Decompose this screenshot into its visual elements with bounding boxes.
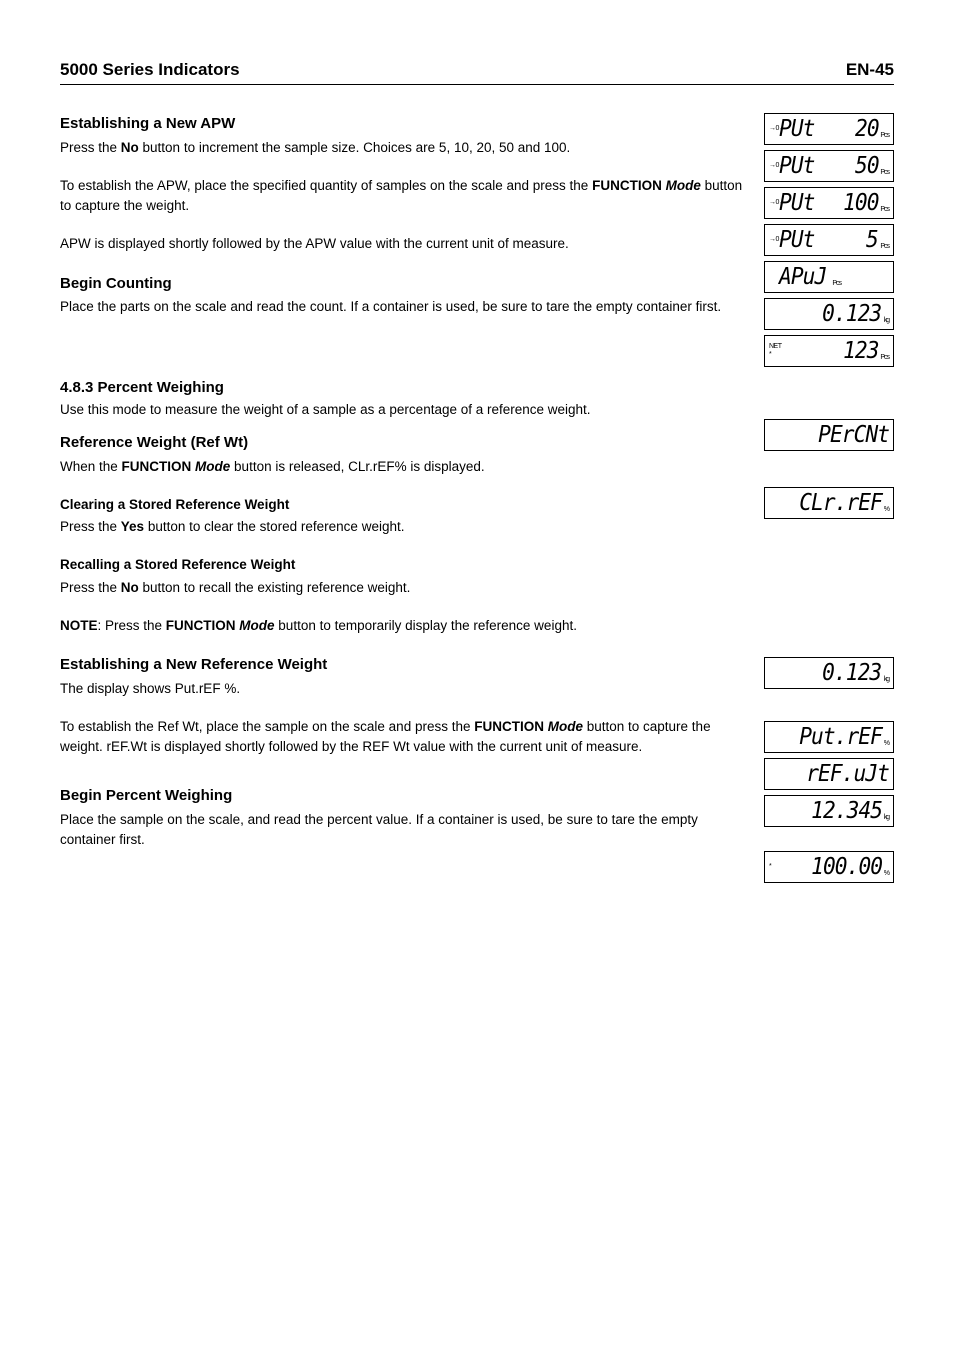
lcd-indicator: →0← — [769, 199, 779, 207]
lcd-value: PErCNt — [779, 422, 889, 448]
note-p1: NOTE: Press the FUNCTION Mode button to … — [60, 616, 744, 636]
clear-p1: Press the Yes button to clear the stored… — [60, 517, 744, 537]
content-area: Establishing a New APW Press the No butt… — [60, 113, 894, 883]
lcd-display: rEF.uJt — [764, 758, 894, 790]
apw-p3: APW is displayed shortly followed by the… — [60, 234, 744, 254]
page-number: EN-45 — [846, 60, 894, 80]
lcd-indicator: →0← — [769, 236, 779, 244]
lcd-value: PUt100Pcs — [779, 190, 889, 216]
percent-p1: Use this mode to measure the weight of a… — [60, 400, 744, 420]
lcd-value: PUt5Pcs — [779, 227, 889, 253]
heading-beginpct: Begin Percent Weighing — [60, 785, 744, 808]
lcd-value: rEF.uJt — [779, 761, 889, 787]
heading-percent: 4.8.3 Percent Weighing — [60, 377, 744, 400]
lcd-value: 0.123kg — [779, 660, 889, 686]
recall-p1: Press the No button to recall the existi… — [60, 578, 744, 598]
text-column: Establishing a New APW Press the No butt… — [60, 113, 744, 868]
lcd-value: 123Pcs — [779, 338, 889, 364]
lcd-display: →0←PUt50Pcs — [764, 150, 894, 182]
lcd-display: →0←PUt20Pcs — [764, 113, 894, 145]
lcd-value: APuJPcs — [779, 264, 889, 290]
apw-p2: To establish the APW, place the specifie… — [60, 176, 744, 217]
lcd-display: →0←PUt100Pcs — [764, 187, 894, 219]
lcd-display: *100.00% — [764, 851, 894, 883]
lcd-display: 0.123kg — [764, 298, 894, 330]
lcd-value: 0.123kg — [779, 301, 889, 327]
lcd-value: PUt20Pcs — [779, 116, 889, 142]
newref-p1: The display shows Put.rEF %. — [60, 679, 744, 699]
lcd-indicator: →0← — [769, 162, 779, 170]
lcd-indicator: * — [769, 863, 779, 871]
lcd-display: NET *123Pcs — [764, 335, 894, 367]
lcd-indicator: →0← — [769, 125, 779, 133]
lcd-indicator: NET * — [769, 343, 779, 358]
refwt-p1: When the FUNCTION Mode button is release… — [60, 457, 744, 477]
heading-count: Begin Counting — [60, 273, 744, 296]
lcd-display: 12.345kg — [764, 795, 894, 827]
heading-refwt: Reference Weight (Ref Wt) — [60, 432, 744, 455]
lcd-value: PUt50Pcs — [779, 153, 889, 179]
heading-clear: Clearing a Stored Reference Weight — [60, 495, 744, 515]
heading-newref: Establishing a New Reference Weight — [60, 654, 744, 677]
lcd-value: Put.rEF% — [779, 724, 889, 750]
lcd-display: CLr.rEF% — [764, 487, 894, 519]
page-header: 5000 Series Indicators EN-45 — [60, 60, 894, 85]
doc-title: 5000 Series Indicators — [60, 60, 240, 80]
lcd-display: APuJPcs — [764, 261, 894, 293]
heading-apw: Establishing a New APW — [60, 113, 744, 136]
lcd-value: 12.345kg — [779, 798, 889, 824]
beginpct-p1: Place the sample on the scale, and read … — [60, 810, 744, 851]
newref-p2: To establish the Ref Wt, place the sampl… — [60, 717, 744, 758]
apw-p1: Press the No button to increment the sam… — [60, 138, 744, 158]
lcd-value: 100.00% — [779, 854, 889, 880]
lcd-value: CLr.rEF% — [779, 490, 889, 516]
lcd-display: →0←PUt5Pcs — [764, 224, 894, 256]
displays-column: →0←PUt20Pcs→0←PUt50Pcs→0←PUt100Pcs→0←PUt… — [764, 113, 894, 883]
heading-recall: Recalling a Stored Reference Weight — [60, 555, 744, 575]
lcd-display: Put.rEF% — [764, 721, 894, 753]
lcd-display: 0.123kg — [764, 657, 894, 689]
lcd-display: PErCNt — [764, 419, 894, 451]
count-p1: Place the parts on the scale and read th… — [60, 297, 744, 317]
